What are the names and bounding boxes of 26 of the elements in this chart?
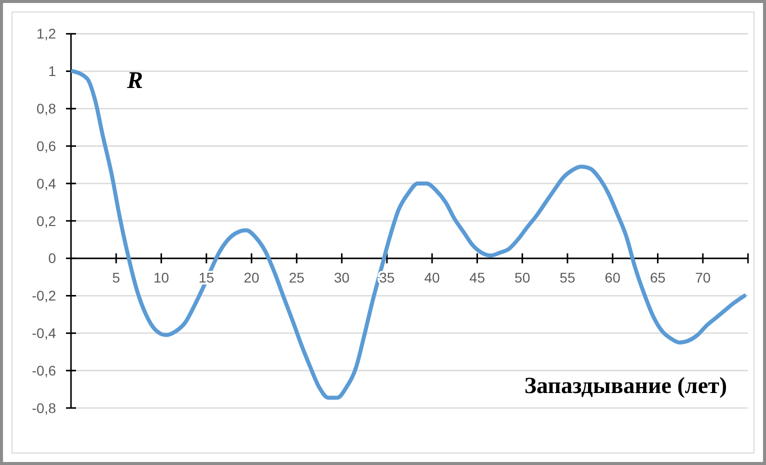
x-tick-label: 50 — [514, 269, 530, 286]
y-tick-label: -0,4 — [32, 325, 56, 342]
x-tick-label: 25 — [288, 269, 305, 286]
x-tick-label: 5 — [112, 269, 120, 286]
y-tick-label: -0,8 — [32, 400, 56, 416]
y-tick-label: 0,8 — [36, 100, 56, 117]
y-tick-label: 1,2 — [36, 26, 56, 42]
x-tick-label: 30 — [334, 269, 350, 286]
y-tick-label: 0 — [48, 250, 56, 266]
y-tick-label: 0,2 — [36, 212, 56, 229]
y-tick-label: 0,4 — [36, 175, 56, 192]
y-tick-label: 0,6 — [36, 138, 56, 154]
x-tick-label: 65 — [650, 269, 666, 286]
x-tick-label: 45 — [469, 269, 486, 286]
x-axis-title: Запаздывание (лет) — [524, 373, 727, 398]
x-tick-label: 40 — [424, 269, 440, 286]
x-tick-label: 10 — [153, 269, 170, 286]
x-tick-label: 20 — [244, 269, 260, 286]
y-axis-title: R — [126, 68, 144, 94]
x-tick-label: 60 — [604, 269, 621, 286]
x-tick-label: 70 — [695, 269, 711, 286]
x-tick-label: 55 — [560, 269, 576, 286]
line-series — [70, 69, 746, 400]
y-tick-label: -0,2 — [32, 288, 56, 304]
y-tick-label: 1 — [48, 63, 56, 80]
y-tick-label: -0,6 — [32, 362, 56, 378]
